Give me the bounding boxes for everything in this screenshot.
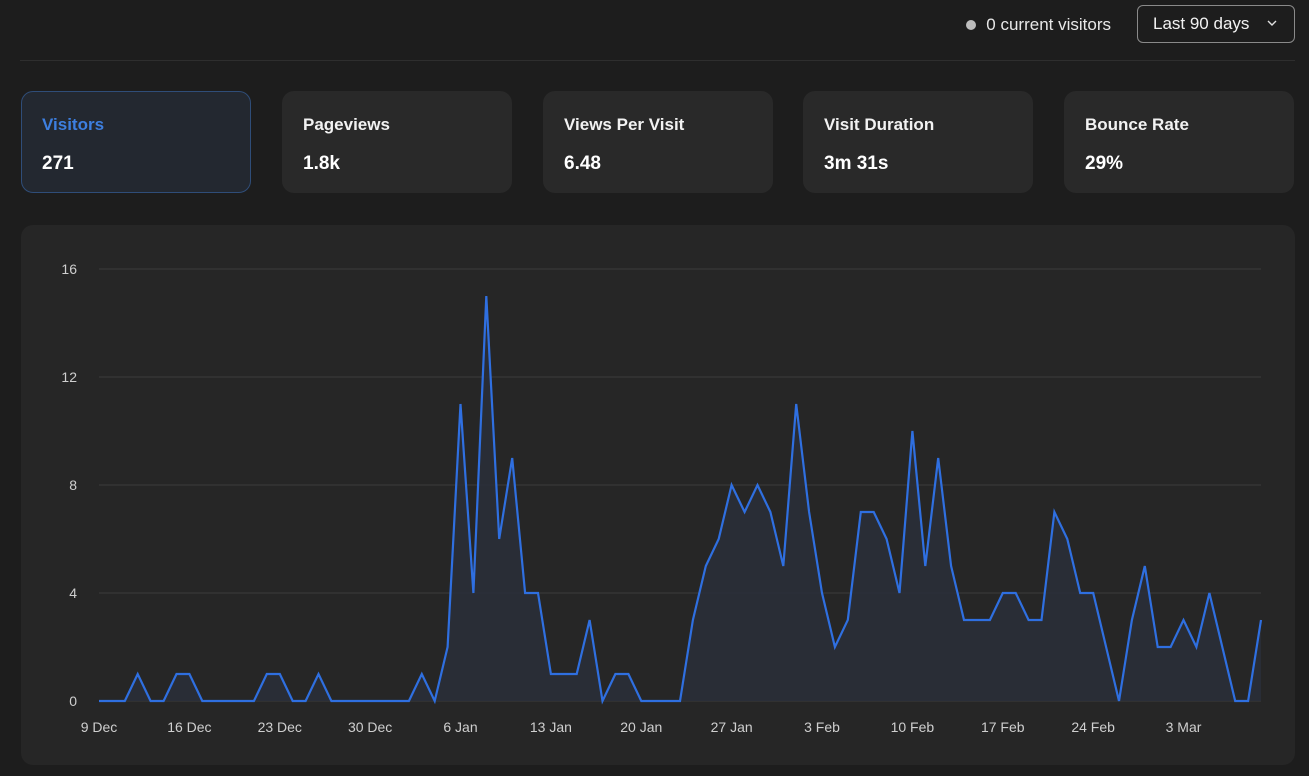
metric-label: Visit Duration (824, 115, 935, 134)
metric-value: 3m 31s (824, 153, 889, 174)
x-tick-label: 16 Dec (167, 719, 211, 735)
date-range-select[interactable]: Last 90 days (1137, 5, 1295, 43)
metric-label: Visitors (42, 115, 105, 134)
metric-card-visitors[interactable]: Visitors 271 (21, 91, 251, 193)
y-tick-label: 16 (61, 261, 77, 277)
series-line[interactable] (99, 295, 1263, 705)
x-tick-label: 13 Jan (530, 719, 572, 735)
x-tick-label: 10 Feb (891, 719, 935, 735)
metric-value: 1.8k (303, 153, 340, 174)
y-axis-ticks: 0 4 8 12 16 (61, 261, 77, 709)
y-tick-label: 0 (69, 693, 77, 709)
metric-card-bounce-rate[interactable]: Bounce Rate 29% (1064, 91, 1294, 193)
metric-card-pageviews[interactable]: Pageviews 1.8k (282, 91, 512, 193)
visitors-chart[interactable]: 0 4 8 12 16 9 Dec 16 Dec 23 Dec 30 Dec 6 Jan 13 J… (21, 225, 1295, 765)
x-tick-label: 3 Feb (804, 719, 840, 735)
x-tick-label: 17 Feb (981, 719, 1025, 735)
date-range-label: Last 90 days (1153, 14, 1250, 33)
x-tick-label: 6 Jan (443, 719, 477, 735)
chevron-down-icon (1267, 20, 1277, 26)
metric-label: Bounce Rate (1085, 115, 1189, 134)
x-tick-label: 20 Jan (620, 719, 662, 735)
live-status-dot-icon (966, 20, 977, 30)
series-area (99, 296, 1261, 701)
x-tick-label: 3 Mar (1166, 719, 1202, 735)
y-tick-label: 12 (61, 369, 77, 385)
metric-value: 29% (1085, 153, 1124, 174)
y-tick-label: 4 (69, 585, 77, 601)
chart-line-layer (99, 295, 1263, 705)
metric-label: Pageviews (303, 115, 390, 134)
visitors-chart-panel: 0 4 8 12 16 9 Dec 16 Dec 23 Dec 30 Dec 6 Jan 13 J… (21, 225, 1295, 765)
x-tick-label: 23 Dec (258, 719, 302, 735)
live-visitors-label: 0 current visitors (986, 15, 1111, 34)
x-tick-label: 30 Dec (348, 719, 392, 735)
x-tick-label: 27 Jan (711, 719, 753, 735)
y-tick-label: 8 (69, 477, 77, 493)
metric-card-visit-duration[interactable]: Visit Duration 3m 31s (803, 91, 1033, 193)
metric-value: 271 (42, 153, 74, 174)
x-tick-label: 24 Feb (1071, 719, 1115, 735)
metric-cards: Visitors 271 Pageviews 1.8k Views Per Vi… (21, 91, 1295, 193)
live-visitors: 0 current visitors (966, 14, 1111, 36)
metric-value: 6.48 (564, 153, 601, 174)
metric-label: Views Per Visit (564, 115, 685, 134)
metric-card-views-per-visit[interactable]: Views Per Visit 6.48 (543, 91, 773, 193)
chart-area-layer (99, 296, 1261, 701)
x-axis-ticks: 9 Dec 16 Dec 23 Dec 30 Dec 6 Jan 13 Jan 20 Jan… (81, 719, 1202, 735)
top-bar: 0 current visitors Last 90 days (20, 0, 1295, 61)
x-tick-label: 9 Dec (81, 719, 118, 735)
